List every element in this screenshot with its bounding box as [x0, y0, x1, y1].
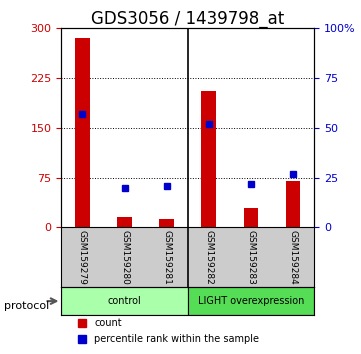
Text: GSM159279: GSM159279 [78, 230, 87, 285]
Bar [201, 91, 216, 227]
Text: GSM159283: GSM159283 [247, 230, 255, 285]
Text: control: control [108, 296, 142, 306]
Title: GDS3056 / 1439798_at: GDS3056 / 1439798_at [91, 10, 284, 28]
FancyBboxPatch shape [188, 287, 314, 315]
Text: GSM159280: GSM159280 [120, 230, 129, 285]
Bar [244, 207, 258, 227]
Text: LIGHT overexpression: LIGHT overexpression [198, 296, 304, 306]
Text: protocol: protocol [4, 301, 49, 311]
Text: GSM159284: GSM159284 [288, 230, 297, 285]
Bar [159, 219, 174, 227]
Text: GSM159282: GSM159282 [204, 230, 213, 285]
Text: GSM159281: GSM159281 [162, 230, 171, 285]
Bar [75, 38, 90, 227]
Text: percentile rank within the sample: percentile rank within the sample [94, 334, 259, 344]
Text: count: count [94, 318, 122, 328]
Bar [286, 181, 300, 227]
FancyBboxPatch shape [61, 287, 188, 315]
Bar [117, 217, 132, 227]
